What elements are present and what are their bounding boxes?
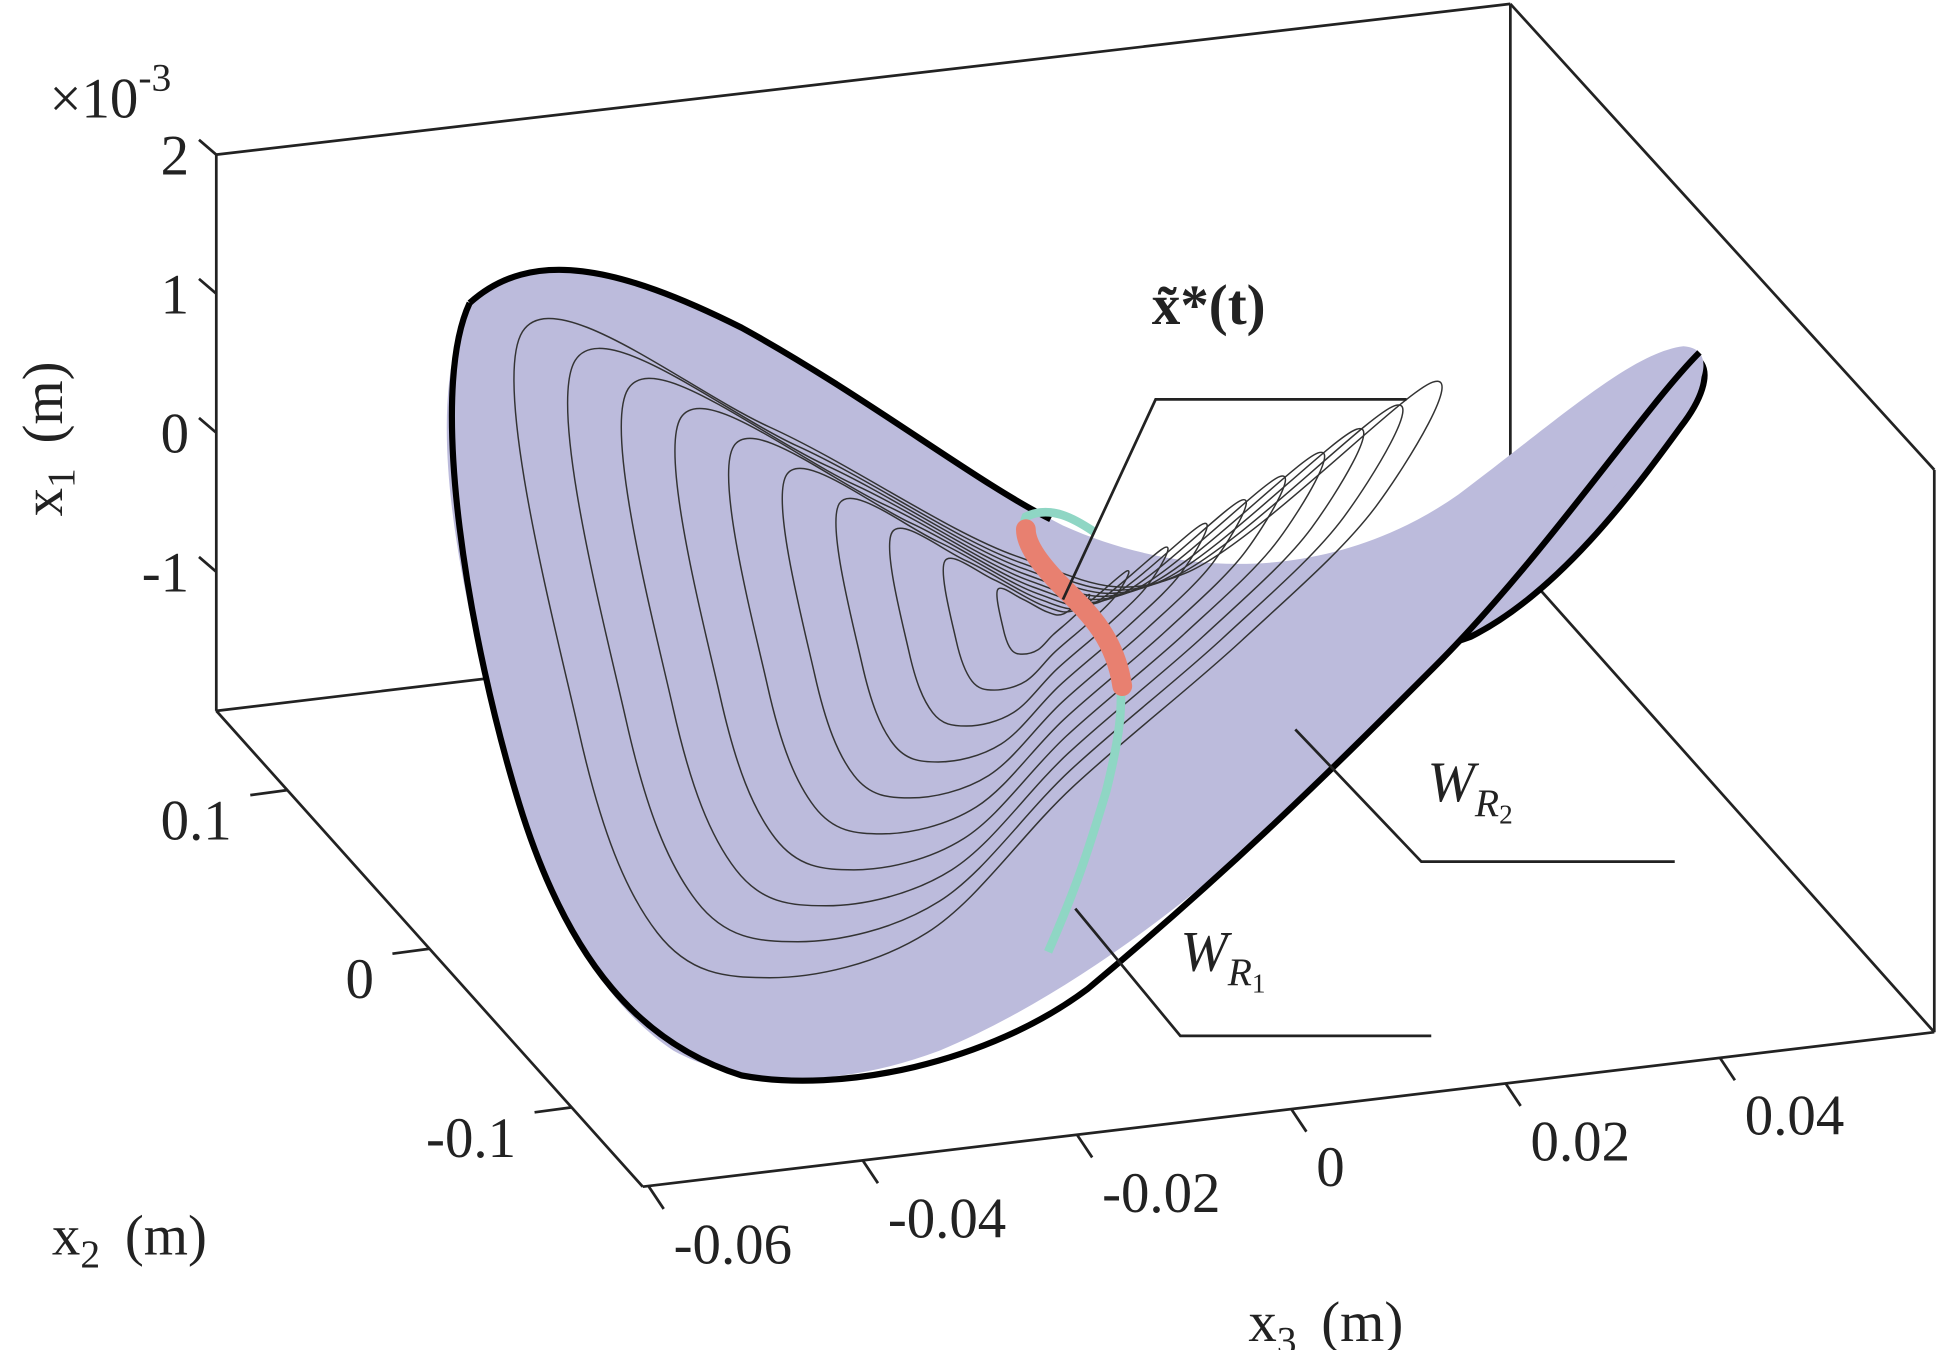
surface-edge (467, 266, 1052, 523)
axis-unit: (m) (1321, 1291, 1403, 1350)
contour (781, 467, 1248, 799)
annotation-index: 2 (1499, 799, 1513, 829)
axis-multiplier: ×10-3 (49, 55, 171, 130)
annotation-text: W (1428, 751, 1480, 814)
axis-label: x2 (m) (52, 1205, 207, 1276)
tick-mark (1076, 1134, 1094, 1159)
tick-mark (392, 947, 430, 956)
axis-sub: 2 (80, 1232, 100, 1276)
tick-label: -0.1 (426, 1107, 516, 1170)
box-edge (1509, 555, 1936, 1034)
axis-label: x1 (m) (12, 361, 83, 516)
tick-label: 0 (1316, 1136, 1344, 1199)
leader-line (1074, 907, 1432, 1038)
axis-sub: 3 (1277, 1319, 1297, 1350)
tick-label: 0.1 (161, 790, 232, 853)
tick-label: 0.04 (1745, 1085, 1844, 1148)
tick-mark (861, 1160, 880, 1184)
axis-sub: 1 (39, 468, 83, 488)
contour (674, 407, 1326, 871)
axis-label: x3 (m) (1248, 1291, 1403, 1350)
axis-symbol: x (52, 1205, 80, 1268)
leader-line (1294, 728, 1675, 863)
tick-label: 1 (161, 263, 189, 326)
box-edge (1509, 2, 1936, 471)
surface-group (446, 266, 1708, 1084)
tick-mark (647, 1185, 665, 1210)
tick-label: -0.04 (888, 1188, 1006, 1251)
annotation-sub: R (1227, 950, 1252, 994)
tick-label: 2 (161, 124, 189, 187)
tick-mark (198, 416, 218, 434)
leaders (1061, 398, 1675, 1038)
tick-mark (1290, 1108, 1308, 1133)
axis-unit: (m) (12, 361, 75, 443)
tick-label: 0 (161, 403, 189, 466)
contour (513, 317, 1443, 979)
annotation-text: W (1180, 920, 1232, 983)
annotation: x̃*(t) (1152, 274, 1266, 337)
axis-symbol: x (1248, 1291, 1276, 1350)
annotation-sub: R (1474, 781, 1499, 825)
axis-unit: (m) (125, 1205, 207, 1268)
leader-line (1061, 398, 1407, 601)
contour (566, 347, 1404, 943)
contour (727, 437, 1287, 835)
surface (446, 269, 1704, 1079)
tick-label: 0.02 (1531, 1110, 1630, 1173)
multiplier: ×10 (49, 68, 138, 131)
annotation: WR1 (1180, 920, 1265, 998)
tick-label: -1 (142, 542, 189, 605)
contour (835, 497, 1208, 763)
tick-mark (1718, 1057, 1737, 1081)
contour (996, 587, 1091, 655)
box-edge (216, 2, 1511, 157)
tick-mark (1504, 1082, 1522, 1107)
contour (620, 377, 1365, 907)
surface-edge (448, 301, 1702, 1084)
tick-label: -0.02 (1102, 1162, 1220, 1225)
tick-mark (198, 277, 218, 295)
tick-mark (534, 1106, 572, 1114)
tick-label: -0.06 (674, 1213, 792, 1276)
tick-mark (198, 555, 218, 573)
annotation-index: 1 (1252, 969, 1266, 999)
exponent: -3 (138, 55, 171, 99)
annotation: WR2 (1428, 751, 1513, 829)
box-edge (642, 1030, 1935, 1189)
tick-mark (198, 138, 218, 156)
tick-mark (250, 788, 288, 797)
tick-label: 0 (345, 948, 373, 1011)
axis-symbol: x (12, 488, 75, 516)
